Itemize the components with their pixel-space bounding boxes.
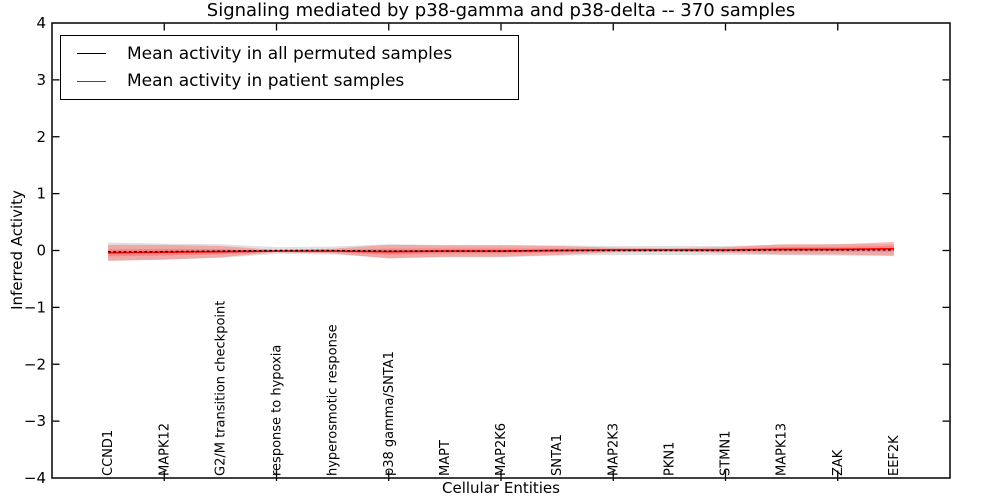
x-category-label: MAPK12 (157, 423, 172, 476)
y-tick-label: −1 (24, 298, 46, 316)
x-category-label: MAPT (438, 440, 453, 476)
legend-line-black-icon (77, 53, 106, 55)
x-category-label: MAP2K3 (606, 423, 621, 476)
x-axis-label: Cellular Entities (442, 479, 560, 497)
y-tick-label: −3 (24, 412, 46, 430)
x-category-label: hyperosmotic response (326, 324, 341, 476)
x-category-label: p38 gamma/SNTA1 (382, 351, 397, 476)
x-category-label: response to hypoxia (270, 345, 285, 476)
y-tick-label: 3 (36, 71, 46, 89)
x-category-label: CCND1 (101, 430, 116, 476)
y-tick-label: −2 (24, 355, 46, 373)
legend-label-permuted: Mean activity in all permuted samples (127, 43, 453, 64)
legend: Mean activity in all permuted samples Me… (60, 35, 519, 100)
legend-entry-patient: Mean activity in patient samples (61, 71, 518, 91)
x-category-label: EEF2K (887, 435, 902, 476)
permuted-mean-line (108, 249, 894, 253)
x-category-label: SNTA1 (550, 434, 565, 476)
legend-line-red-icon (77, 80, 106, 82)
legend-entry-permuted: Mean activity in all permuted samples (61, 44, 518, 64)
y-tick-label: 2 (36, 128, 46, 146)
x-category-label: ZAK (831, 449, 846, 476)
chart-title: Signaling mediated by p38-gamma and p38-… (206, 0, 796, 21)
x-category-label: MAPK13 (775, 423, 790, 476)
x-category-label: G2/M transition checkpoint (213, 301, 228, 476)
x-category-label: STMN1 (719, 431, 734, 476)
x-category-label: MAP2K6 (494, 423, 509, 476)
y-tick-label: −4 (24, 469, 46, 487)
y-tick-label: 0 (36, 242, 46, 260)
y-tick-label: 4 (36, 14, 46, 32)
x-category-label: PKN1 (662, 442, 677, 476)
y-tick-label: 1 (36, 185, 46, 203)
legend-label-patient: Mean activity in patient samples (127, 71, 405, 92)
